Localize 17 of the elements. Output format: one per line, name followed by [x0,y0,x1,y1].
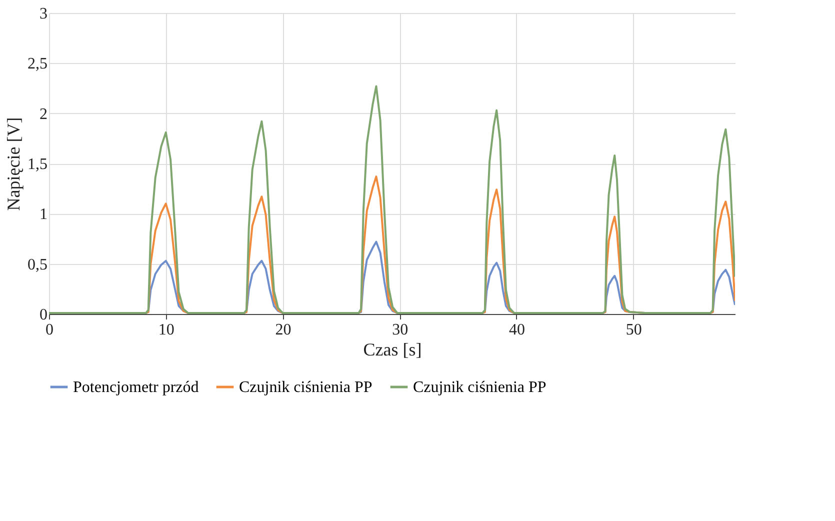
y-tick-label: 0,5 [28,256,48,274]
legend-label: Potencjometr przód [73,379,199,396]
y-axis-title: Napięcie [V] [4,117,24,211]
y-tick-label: 2,5 [28,56,48,73]
legend-label: Czujnik ciśnienia PP [239,379,372,396]
x-tick-label: 30 [392,322,408,338]
x-tick-label: 40 [508,322,525,338]
y-tick-label: 3 [40,6,48,22]
y-tick-label: 0 [40,306,48,324]
x-axis-title: Czas [s] [363,340,422,360]
x-tick-label: 20 [275,322,292,338]
y-tick-label: 2 [40,106,48,123]
legend-label: Czujnik ciśnienia PP [413,379,546,396]
x-tick-label: 10 [158,322,174,338]
y-tick-label: 1 [40,206,48,224]
y-tick-label: 1,5 [28,156,48,173]
x-tick-label: 50 [626,322,642,338]
